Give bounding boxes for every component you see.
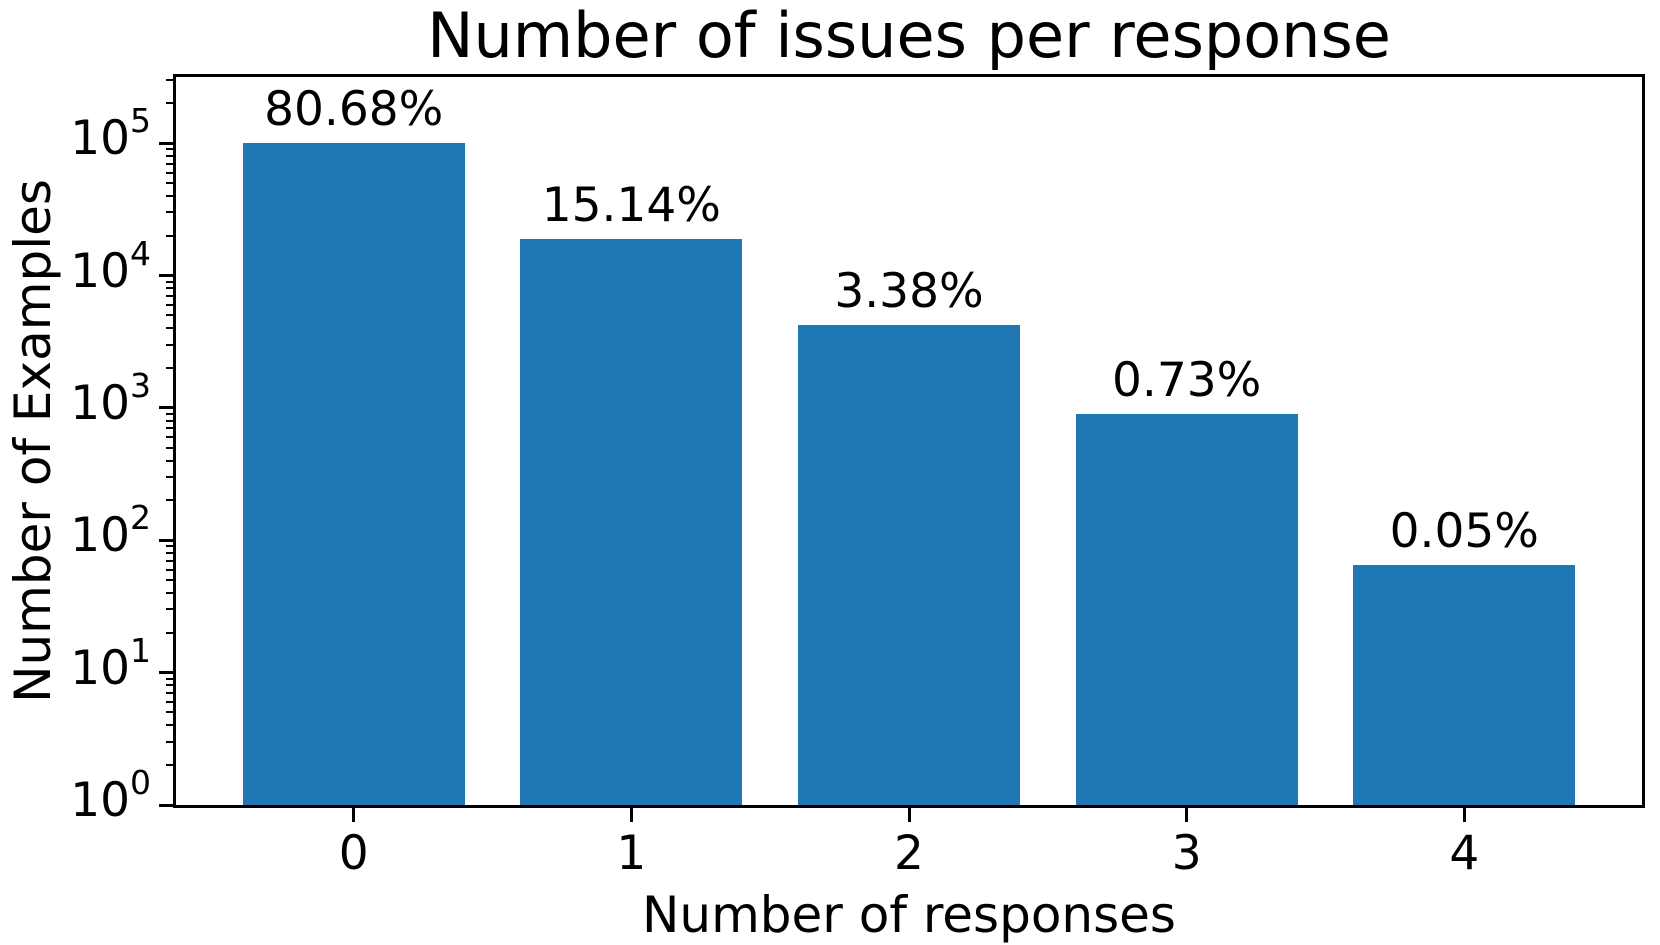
bar-value-label: 15.14%: [541, 178, 721, 234]
y-minor-tick: [166, 436, 174, 439]
chart-title: Number of issues per response: [427, 0, 1391, 72]
y-minor-tick: [166, 314, 174, 317]
x-major-tick: [352, 805, 356, 822]
y-minor-tick: [166, 545, 174, 548]
y-minor-tick: [166, 280, 174, 283]
y-minor-tick: [166, 155, 174, 157]
y-tick-label: 101: [70, 630, 151, 696]
y-minor-tick: [166, 182, 174, 185]
y-minor-tick: [166, 724, 174, 727]
y-minor-tick: [166, 79, 174, 82]
y-minor-tick: [166, 162, 174, 165]
x-major-tick: [629, 805, 633, 822]
y-tick-label: 104: [70, 233, 151, 299]
y-minor-tick: [166, 427, 174, 430]
y-minor-tick: [166, 692, 174, 695]
y-minor-tick: [166, 552, 174, 555]
y-minor-tick: [166, 419, 174, 422]
y-minor-tick: [166, 559, 174, 562]
x-major-tick: [1462, 805, 1466, 822]
x-tick-label: 1: [616, 826, 647, 881]
y-major-tick: [159, 803, 173, 807]
y-minor-tick: [166, 684, 174, 687]
y-minor-tick: [166, 343, 174, 346]
y-minor-tick: [166, 367, 174, 370]
x-axis-label: Number of responses: [642, 886, 1176, 944]
y-major-tick: [159, 274, 173, 278]
y-minor-tick: [166, 148, 174, 151]
bar-3: [1075, 413, 1298, 805]
x-tick-label: 4: [1449, 826, 1480, 881]
y-major-tick: [159, 406, 173, 410]
y-minor-tick: [166, 476, 174, 479]
x-tick-label: 2: [894, 826, 924, 881]
y-minor-tick: [166, 499, 174, 502]
y-minor-tick: [166, 102, 174, 105]
bar-value-label: 3.38%: [834, 264, 984, 320]
y-minor-tick: [166, 740, 174, 743]
bar-value-label: 80.68%: [264, 82, 444, 138]
y-minor-tick: [166, 327, 174, 330]
y-minor-tick: [166, 579, 174, 582]
y-axis-label: Number of Examples: [4, 179, 62, 703]
y-minor-tick: [166, 591, 174, 594]
y-minor-tick: [166, 446, 174, 449]
y-tick-label: 105: [70, 101, 151, 167]
y-major-tick: [159, 671, 173, 675]
y-minor-tick: [166, 568, 174, 571]
y-tick-label: 103: [70, 365, 151, 431]
y-minor-tick: [166, 287, 174, 290]
y-tick-label: 102: [70, 498, 151, 564]
x-major-tick: [907, 805, 911, 822]
y-minor-tick: [166, 303, 174, 306]
bar-1: [520, 239, 743, 805]
y-minor-tick: [166, 171, 174, 174]
y-tick-label: 100: [70, 763, 151, 828]
bar-2: [797, 325, 1021, 805]
bar-4: [1353, 565, 1576, 805]
y-minor-tick: [166, 608, 174, 611]
y-minor-tick: [166, 677, 174, 680]
x-tick-label: 0: [338, 826, 369, 881]
bar-0: [242, 143, 465, 805]
y-minor-tick: [166, 711, 174, 714]
bar-value-label: 0.73%: [1111, 352, 1262, 408]
y-minor-tick: [166, 701, 174, 703]
y-minor-tick: [166, 194, 174, 197]
x-major-tick: [1185, 805, 1189, 822]
y-minor-tick: [166, 211, 174, 214]
y-minor-tick: [166, 295, 174, 298]
y-minor-tick: [166, 412, 174, 415]
y-minor-tick: [166, 764, 174, 767]
y-minor-tick: [166, 234, 174, 237]
bar-value-label: 0.05%: [1389, 504, 1539, 560]
x-tick-label: 3: [1171, 826, 1202, 881]
y-minor-tick: [166, 631, 174, 634]
y-major-tick: [159, 538, 173, 542]
y-minor-tick: [166, 459, 174, 462]
y-major-tick: [159, 141, 173, 145]
